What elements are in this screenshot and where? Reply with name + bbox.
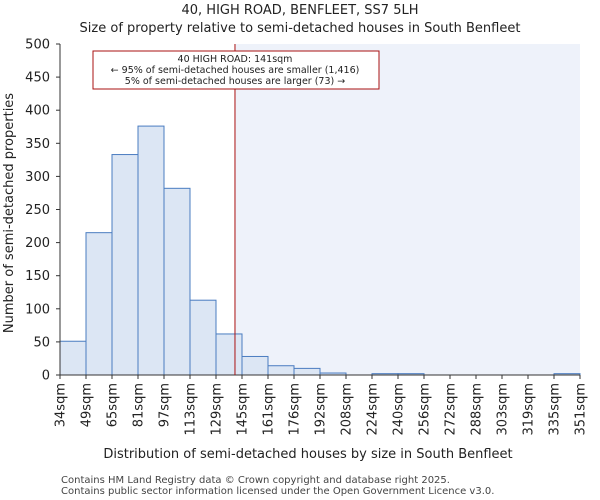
x-tick-label-129sqm: 129sqm (210, 383, 225, 436)
bar-81sqm (137, 125, 165, 376)
bar-145sqm (241, 355, 269, 376)
x-tick-label-145sqm: 145sqm (236, 383, 251, 436)
y-tick-label-300: 300 (25, 170, 50, 185)
bar-176sqm (293, 367, 321, 376)
x-axis-label: Distribution of semi-detached houses by … (103, 447, 512, 462)
y-tick-label-400: 400 (25, 104, 50, 119)
y-ticks: 0 50 100 150 200 250 300 350 400 450 500 (25, 38, 60, 384)
x-tick-label-288sqm: 288sqm (470, 383, 485, 436)
x-tick-label-351sqm: 351sqm (574, 383, 589, 436)
bar-113sqm (189, 299, 217, 376)
bar-49sqm (85, 232, 113, 376)
larger-region-shading (234, 44, 581, 375)
x-tick-label-113sqm: 113sqm (184, 383, 199, 436)
x-tick-label-208sqm: 208sqm (340, 383, 355, 436)
footer-line-2: Contains public sector information licen… (61, 486, 494, 497)
x-tick-label-319sqm: 319sqm (522, 383, 537, 436)
x-tick-label-97sqm: 97sqm (158, 383, 173, 427)
x-tick-label-224sqm: 224sqm (366, 383, 381, 436)
y-tick-label-0: 0 (42, 369, 50, 384)
bar-129sqm (215, 333, 243, 376)
x-tick-label-272sqm: 272sqm (444, 383, 459, 436)
x-tick-label-81sqm: 81sqm (132, 383, 147, 427)
bar-161sqm (267, 365, 295, 376)
bar-34sqm (59, 340, 87, 376)
y-tick-label-100: 100 (25, 302, 50, 317)
y-tick-label-250: 250 (25, 203, 50, 218)
x-ticks: 34sqm 49sqm 65sqm 81sqm 97sqm 113sqm 129sqm 145… (54, 375, 589, 436)
annotation-line-1: 40 HIGH ROAD: 141sqm (178, 54, 293, 65)
y-tick-label-50: 50 (33, 335, 50, 350)
bar-65sqm (111, 154, 139, 376)
bars (59, 125, 581, 376)
x-tick-label-303sqm: 303sqm (496, 383, 511, 436)
annotation-box: 40 HIGH ROAD: 141sqm ← 95% of semi-detac… (92, 50, 380, 90)
x-tick-label-192sqm: 192sqm (314, 383, 329, 436)
bar-97sqm (163, 187, 191, 376)
x-tick-label-65sqm: 65sqm (106, 383, 121, 427)
x-tick-label-161sqm: 161sqm (262, 383, 277, 436)
y-tick-label-200: 200 (25, 236, 50, 251)
chart-title: 40, HIGH ROAD, BENFLEET, SS7 5LH (181, 3, 418, 18)
y-axis-label: Number of semi-detached properties (2, 93, 17, 333)
x-tick-label-256sqm: 256sqm (418, 383, 433, 436)
chart-subtitle: Size of property relative to semi-detach… (80, 21, 521, 36)
y-tick-label-350: 350 (25, 137, 50, 152)
x-tick-label-176sqm: 176sqm (288, 383, 303, 436)
x-tick-label-34sqm: 34sqm (54, 383, 69, 427)
y-tick-label-500: 500 (25, 38, 50, 53)
x-tick-label-335sqm: 335sqm (548, 383, 563, 436)
x-tick-label-49sqm: 49sqm (80, 383, 95, 427)
footer-line-1: Contains HM Land Registry data © Crown c… (61, 475, 450, 486)
annotation-line-2: ← 95% of semi-detached houses are smalle… (111, 65, 360, 76)
x-tick-label-240sqm: 240sqm (392, 383, 407, 436)
annotation-line-3: 5% of semi-detached houses are larger (7… (125, 76, 345, 87)
y-tick-label-450: 450 (25, 71, 50, 86)
y-tick-label-150: 150 (25, 269, 50, 284)
annotation-frame (92, 50, 380, 90)
